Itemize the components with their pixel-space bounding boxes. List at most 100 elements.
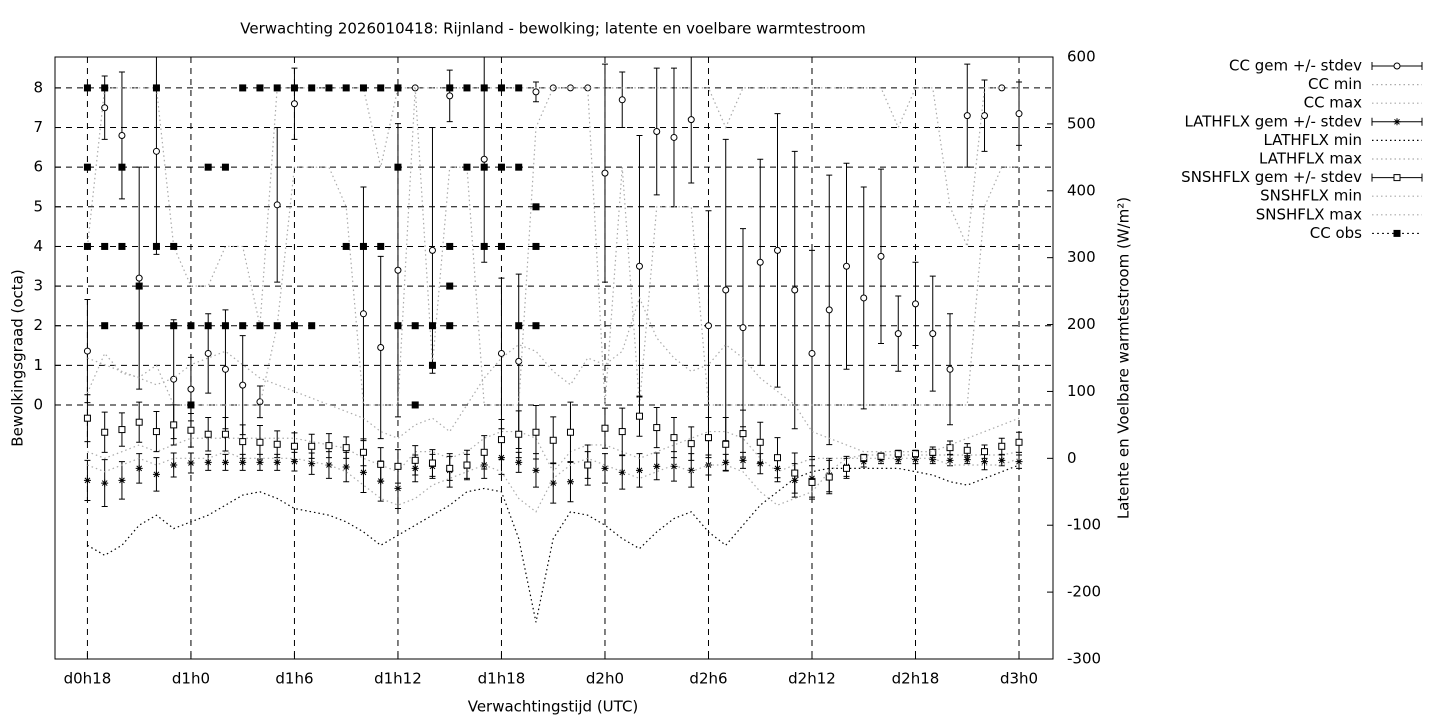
point bbox=[808, 478, 816, 486]
point bbox=[187, 426, 195, 434]
x-tick-label: d2h12 bbox=[788, 670, 836, 688]
point bbox=[290, 458, 298, 466]
point bbox=[756, 258, 764, 266]
point bbox=[342, 463, 350, 471]
point bbox=[773, 454, 781, 462]
legend-label: LATHFLX min bbox=[1263, 131, 1362, 149]
x-tick-label: d2h18 bbox=[892, 670, 940, 688]
point bbox=[670, 462, 678, 470]
point bbox=[842, 262, 850, 270]
point bbox=[739, 324, 747, 332]
point bbox=[152, 147, 160, 155]
point bbox=[83, 84, 91, 92]
point bbox=[946, 365, 954, 373]
point bbox=[1393, 229, 1401, 237]
legend-label: LATHFLX max bbox=[1259, 150, 1362, 168]
point bbox=[912, 300, 920, 308]
y-tick-label: 1 bbox=[33, 356, 43, 374]
point bbox=[446, 322, 454, 330]
point bbox=[998, 84, 1006, 92]
point bbox=[463, 84, 471, 92]
y2-tick-label: -200 bbox=[1067, 583, 1101, 601]
point bbox=[860, 294, 868, 302]
point bbox=[860, 454, 868, 462]
point bbox=[963, 112, 971, 120]
point bbox=[670, 434, 678, 442]
point bbox=[618, 468, 626, 476]
axes: d0h18 d1h0 d1h6 d1h12 d1h18 d2h0 d2h6 d2h12 d2h1… bbox=[33, 48, 1101, 688]
point bbox=[187, 322, 195, 330]
point bbox=[170, 461, 178, 469]
point bbox=[1015, 110, 1023, 118]
point bbox=[963, 446, 971, 454]
point bbox=[446, 84, 454, 92]
legend-label: SNSHFLX max bbox=[1256, 205, 1362, 223]
point bbox=[687, 466, 695, 474]
point bbox=[480, 155, 488, 163]
legend-label: CC gem +/- stdev bbox=[1229, 57, 1362, 75]
point bbox=[687, 116, 695, 124]
x-axis-label: Verwachtingstijd (UTC) bbox=[468, 698, 639, 716]
y-tick-label: 4 bbox=[33, 237, 43, 255]
point bbox=[83, 242, 91, 250]
point bbox=[256, 398, 264, 406]
point bbox=[308, 322, 316, 330]
point bbox=[256, 84, 264, 92]
point bbox=[221, 430, 229, 438]
point bbox=[342, 242, 350, 250]
point bbox=[446, 282, 454, 290]
point bbox=[515, 84, 523, 92]
point bbox=[359, 84, 367, 92]
point bbox=[394, 322, 402, 330]
point bbox=[239, 84, 247, 92]
point bbox=[170, 322, 178, 330]
point bbox=[1015, 438, 1023, 446]
point bbox=[549, 436, 557, 444]
point bbox=[946, 456, 954, 464]
point bbox=[722, 286, 730, 294]
point bbox=[1015, 458, 1023, 466]
point bbox=[515, 357, 523, 365]
legend-label: SNSHFLX min bbox=[1260, 187, 1362, 205]
point bbox=[929, 456, 937, 464]
point bbox=[480, 448, 488, 456]
point bbox=[653, 424, 661, 432]
line bbox=[87, 464, 1020, 623]
point bbox=[428, 246, 436, 254]
point bbox=[480, 84, 488, 92]
y2-tick-label: 200 bbox=[1067, 315, 1096, 333]
point bbox=[929, 330, 937, 338]
point bbox=[1393, 62, 1401, 70]
point bbox=[981, 448, 989, 456]
point bbox=[256, 438, 264, 446]
point bbox=[135, 418, 143, 426]
point bbox=[273, 322, 281, 330]
point bbox=[135, 322, 143, 330]
point bbox=[981, 112, 989, 120]
y2-tick-label: -300 bbox=[1067, 650, 1101, 668]
point bbox=[963, 456, 971, 464]
point bbox=[842, 464, 850, 472]
y-tick-label: 8 bbox=[33, 78, 43, 96]
x-tick-label: d3h0 bbox=[1000, 670, 1038, 688]
point bbox=[239, 458, 247, 466]
point bbox=[463, 461, 471, 469]
point bbox=[912, 456, 920, 464]
point bbox=[739, 456, 747, 464]
point bbox=[377, 242, 385, 250]
point bbox=[359, 468, 367, 476]
point bbox=[377, 343, 385, 351]
y-tick-label: 0 bbox=[33, 395, 43, 413]
x-tick-label: d2h0 bbox=[586, 670, 624, 688]
point bbox=[221, 163, 229, 171]
x-tick-label: d2h6 bbox=[689, 670, 727, 688]
point bbox=[480, 242, 488, 250]
x-tick-label: d1h0 bbox=[172, 670, 210, 688]
legend-label: CC max bbox=[1304, 94, 1363, 112]
y-tick-label: 3 bbox=[33, 277, 43, 295]
y-tick-label: 7 bbox=[33, 118, 43, 136]
point bbox=[273, 84, 281, 92]
point bbox=[204, 458, 212, 466]
point bbox=[204, 430, 212, 438]
point bbox=[428, 361, 436, 369]
